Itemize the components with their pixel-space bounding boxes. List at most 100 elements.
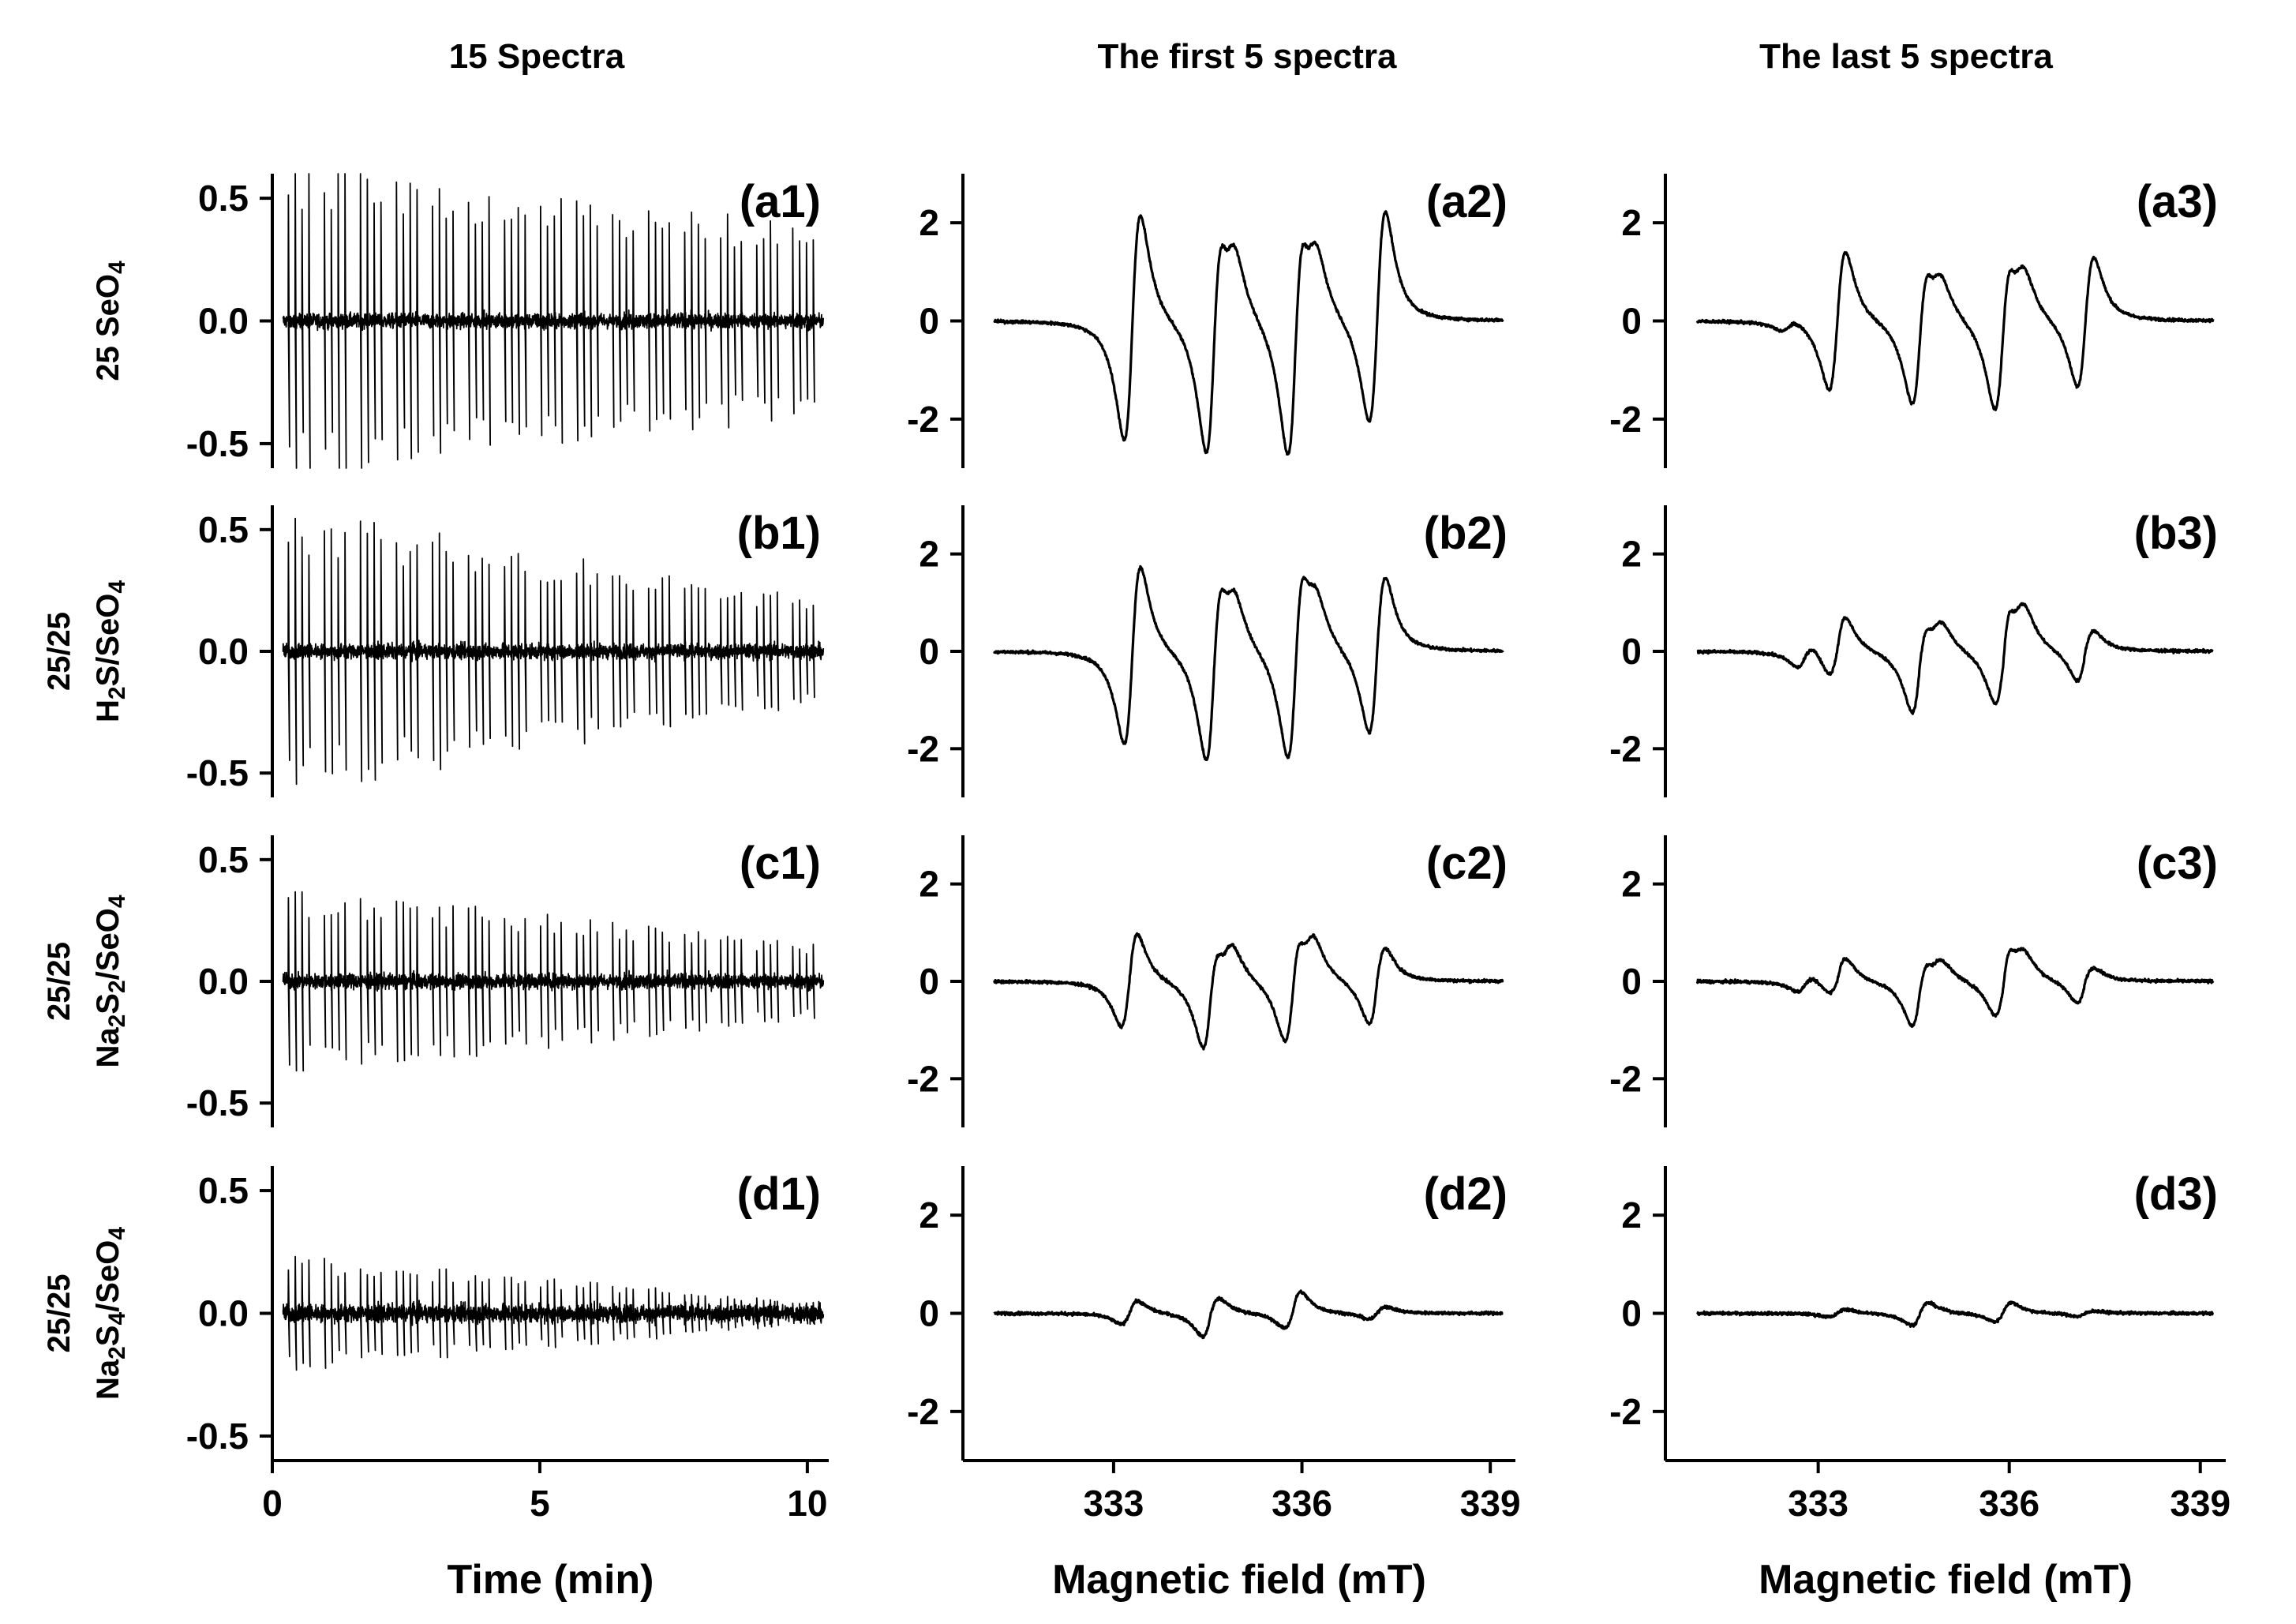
panel-d2: 2 0 -2 (d2) 333 336 339 Magnetic field (mT) [907,1166,1521,1603]
spectrum-trace-c1 [282,891,825,1072]
y-tick-label-d2: 2 [919,1195,939,1236]
y-tick-label-b3: 2 [1621,534,1642,575]
x-tick-label-d3: 339 [2170,1483,2230,1524]
x-tick-label-d2: 333 [1084,1483,1144,1524]
column-title-15-spectra: 15 Spectra [449,37,625,76]
x-axis-title-d2: Magnetic field (mT) [1052,1557,1426,1603]
spectrum-trace-b3 [1696,602,2214,715]
x-tick-label-d1: 5 [530,1483,550,1524]
panel-label-d1: (d1) [737,1168,821,1220]
panel-b1: 0.5 0.0 -0.5 (b1) [186,505,825,797]
y-tick-label-d1: 0.0 [198,1293,249,1334]
x-axis-title-d1: Time (min) [448,1557,654,1603]
panel-label-b2: (b2) [1424,508,1508,559]
spectrum-trace-b2 [993,564,1504,761]
x-tick-label-d1: 10 [787,1483,827,1524]
spectrum-trace-d3 [1696,1300,2214,1328]
row-label-formula: 25 SeO4 [91,261,130,381]
row-label-formula: H2S/SeO4 [91,580,130,722]
y-tick-label-c3: 2 [1621,864,1642,905]
y-tick-label-d1: 0.5 [198,1170,249,1211]
panel-d3: 2 0 -2 (d3) 333 336 339 Magnetic field (mT) [1609,1166,2230,1603]
y-tick-label-c1: -0.5 [186,1082,249,1123]
y-tick-label-b3: 0 [1621,631,1642,672]
row-label-2: 25/25 H2S/SeO4 [42,580,130,722]
row-label-prefix: 25/25 [42,1273,77,1352]
y-tick-label-b3: -2 [1609,728,1642,769]
y-tick-label-d2: 0 [919,1293,939,1334]
y-tick-label-a3: 0 [1621,301,1642,342]
row-labels: 25 SeO425/25H2S/SeO425/25Na2S2/SeO425/25… [42,261,130,1400]
spectrum-trace-d1 [282,1255,825,1371]
row-label-formula: Na2S4/SeO4 [91,1227,130,1400]
y-tick-label-b2: 0 [919,631,939,672]
x-tick-label-d2: 336 [1272,1483,1332,1524]
x-tick-label-d1: 0 [262,1483,283,1524]
panel-label-c2: (c2) [1426,838,1508,889]
spectrum-trace-b1 [282,517,825,786]
spectrum-trace-c3 [1695,947,2215,1028]
y-tick-label-c3: -2 [1609,1058,1642,1099]
spectrum-trace-a1 [282,173,825,469]
panel-d1: 0.5 0.0 -0.5 (d1) 0 5 10 Time (min) [186,1166,829,1603]
y-tick-label-a1: -0.5 [186,423,249,464]
y-tick-label-a2: -2 [907,399,939,440]
y-tick-label-a2: 0 [919,301,939,342]
y-tick-label-c2: 2 [919,864,939,905]
panel-label-a3: (a3) [2137,176,2218,227]
y-tick-label-a2: 2 [919,202,939,243]
spectrum-trace-c2 [993,932,1504,1051]
panel-b3: 2 0 -2 (b3) [1609,505,2218,797]
y-tick-label-b1: 0.5 [198,509,249,550]
y-tick-label-a1: 0.5 [198,178,249,219]
panel-label-c1: (c1) [740,838,821,889]
y-tick-label-d3: -2 [1609,1391,1642,1432]
row-label-4: 25/25 Na2S4/SeO4 [42,1227,130,1400]
panel-label-d3: (d3) [2134,1168,2218,1220]
x-tick-label-d3: 333 [1788,1483,1848,1524]
panel-grid: 0.5 0.0 -0.5 (a1) 0.5 0.0 -0.5 (b1) 0.5 0.0 -0.5 (c… [186,173,2230,1603]
y-tick-label-d3: 0 [1621,1293,1642,1334]
panel-label-a1: (a1) [740,176,821,227]
column-title-last-5-spectra: The last 5 spectra [1759,37,2053,76]
y-tick-label-c2: -2 [907,1058,939,1099]
y-tick-label-d2: -2 [907,1391,939,1432]
panel-a1: 0.5 0.0 -0.5 (a1) [186,173,825,469]
panel-label-a2: (a2) [1426,176,1508,227]
row-label-3: 25/25 Na2S2/SeO4 [42,895,130,1067]
y-tick-label-c1: 0.0 [198,961,249,1002]
row-label-1: 25 SeO4 [91,261,130,381]
x-axis-title-d3: Magnetic field (mT) [1759,1557,2133,1603]
y-tick-label-a3: -2 [1609,399,1642,440]
panel-a3: 2 0 -2 (a3) [1609,174,2218,468]
y-tick-label-b2: -2 [907,728,939,769]
panel-c2: 2 0 -2 (c2) [907,835,1508,1127]
y-tick-label-c3: 0 [1621,961,1642,1002]
panel-label-b1: (b1) [737,508,821,559]
panel-label-c3: (c3) [2137,838,2218,889]
y-tick-label-a3: 2 [1621,202,1642,243]
y-tick-label-a1: 0.0 [198,301,249,342]
panel-c3: 2 0 -2 (c3) [1609,835,2218,1127]
panel-label-d2: (d2) [1424,1168,1508,1220]
spectrum-trace-a2 [993,210,1504,456]
x-tick-label-d2: 339 [1460,1483,1521,1524]
panel-c1: 0.5 0.0 -0.5 (c1) [186,835,825,1127]
y-tick-label-b2: 2 [919,534,939,575]
y-tick-label-b1: 0.0 [198,631,249,672]
panel-a2: 2 0 -2 (a2) [907,174,1508,468]
spectrum-trace-d2 [993,1289,1504,1340]
y-tick-label-c2: 0 [919,961,939,1002]
panel-b2: 2 0 -2 (b2) [907,505,1508,797]
y-tick-label-d1: -0.5 [186,1416,249,1457]
row-label-formula: Na2S2/SeO4 [91,895,130,1067]
y-tick-label-c1: 0.5 [198,839,249,880]
row-label-prefix: 25/25 [42,942,77,1021]
y-tick-label-b1: -0.5 [186,752,249,793]
y-tick-label-d3: 2 [1621,1195,1642,1236]
x-tick-label-d3: 336 [1979,1483,2039,1524]
row-label-prefix: 25/25 [42,612,77,691]
column-title-first-5-spectra: The first 5 spectra [1097,37,1397,76]
panel-label-b3: (b3) [2134,508,2218,559]
